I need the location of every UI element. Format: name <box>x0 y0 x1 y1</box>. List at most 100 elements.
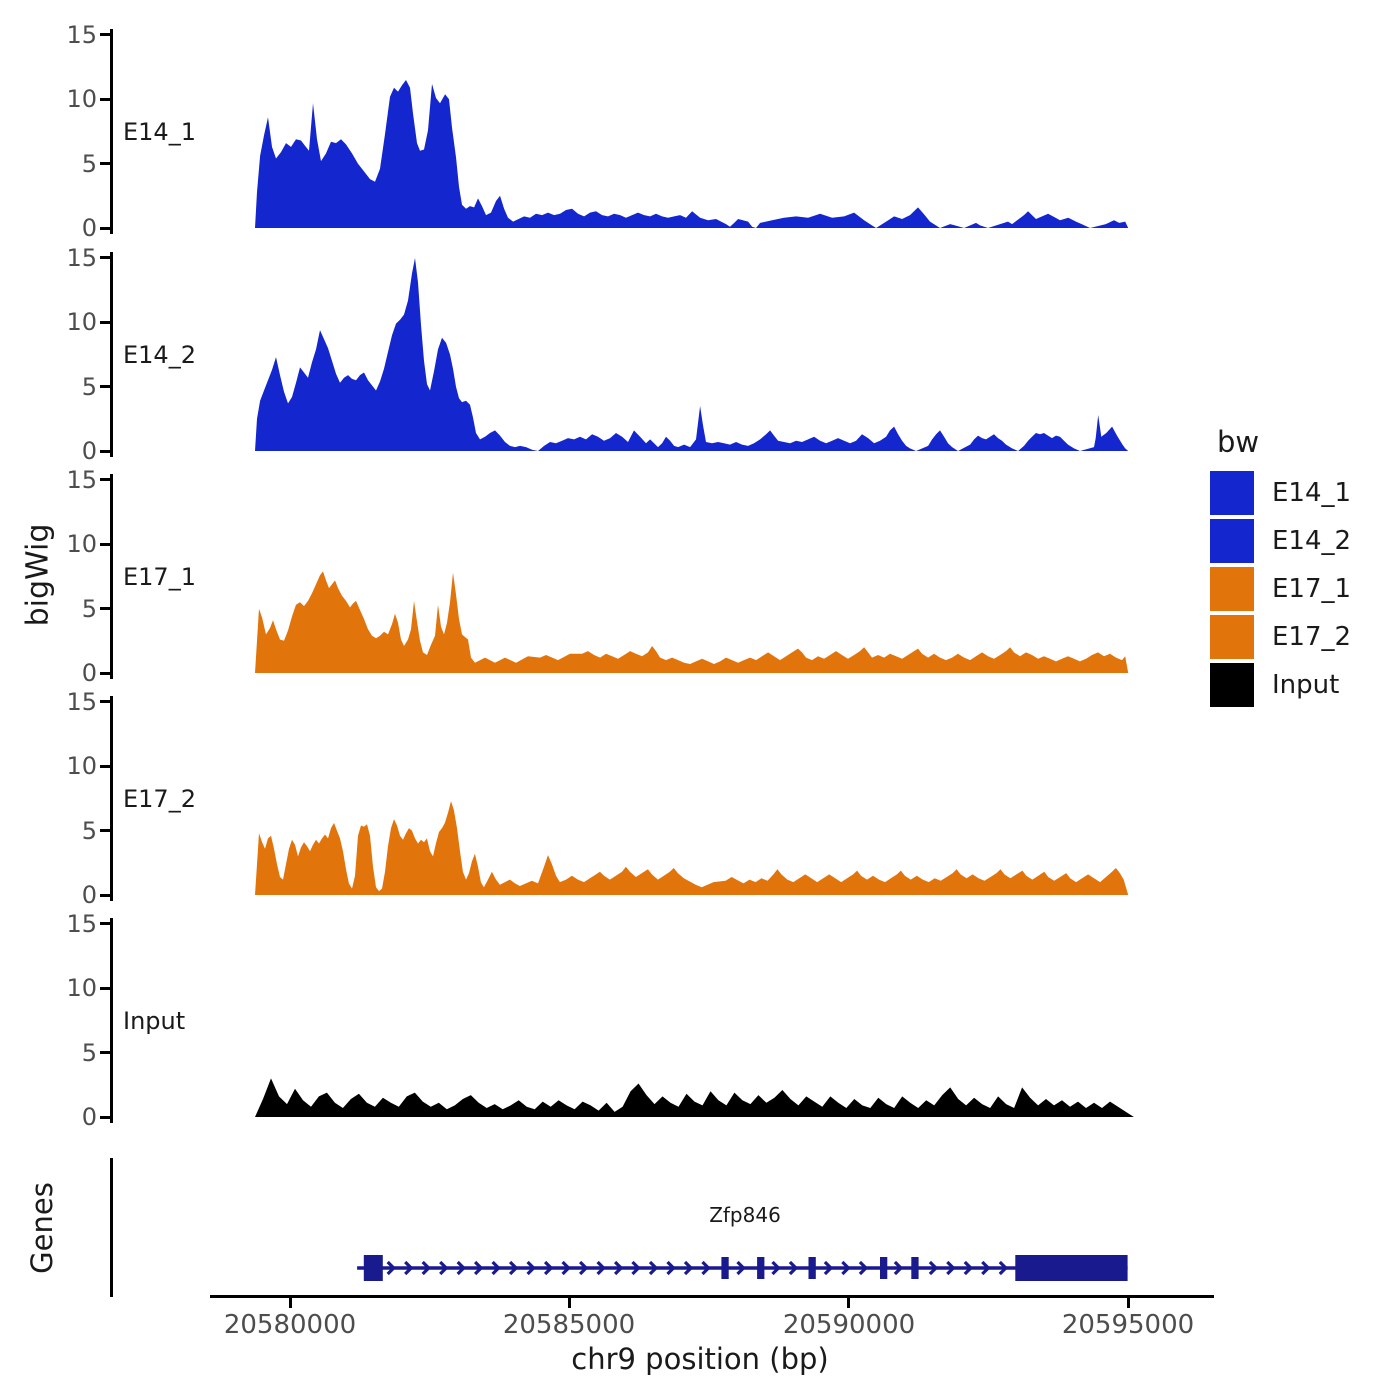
legend-key-swatch <box>1210 471 1254 515</box>
x-tick-mark <box>568 1298 571 1308</box>
y-tick-mark <box>100 449 111 453</box>
legend-item: E14_1 <box>1210 471 1395 515</box>
coverage-area-path <box>255 801 1129 895</box>
strand-chevron-icon <box>421 1260 431 1276</box>
y-tick-label: 5 <box>81 594 97 623</box>
strand-chevron-icon <box>998 1260 1009 1276</box>
legend-title: bw <box>1217 425 1260 459</box>
y-tick-mark <box>100 226 111 230</box>
x-ticks-container: 20580000 20585000 20590000 20595000 <box>0 1290 1400 1360</box>
y-tick-mark <box>100 1051 111 1055</box>
x-tick-label: 20585000 <box>502 1310 636 1340</box>
x-tick-mark <box>289 1298 292 1308</box>
track-area-svg <box>255 801 1129 895</box>
gene-model-svg <box>357 1255 1128 1281</box>
genes-y-axis-line <box>110 1158 113 1297</box>
strand-chevron-icon <box>404 1260 414 1276</box>
y-tick-mark <box>100 764 111 768</box>
y-tick-mark <box>100 607 111 611</box>
genes-panel: Zfp846 <box>0 1150 1400 1310</box>
y-tick-mark <box>100 986 111 990</box>
strand-chevron-icon <box>858 1260 869 1276</box>
legend: bw E14_1 E14_2 E17_1 E17_2 Input <box>1210 425 1395 725</box>
y-tick-label: 0 <box>81 1103 97 1131</box>
y-tick-label: 15 <box>66 687 97 716</box>
legend-items-container: E14_1 E14_2 E17_1 E17_2 Input <box>1210 471 1395 707</box>
strand-chevron-icon <box>788 1260 799 1276</box>
y-tick-mark <box>100 700 111 704</box>
x-axis: 20580000 20585000 20590000 20595000 chr9 po… <box>0 1290 1400 1400</box>
y-tick-mark <box>100 893 111 897</box>
gene-exon <box>721 1257 729 1279</box>
strand-chevron-icon <box>963 1260 974 1276</box>
coverage-tracks-container: 0 5 10 15 E14_1 0 5 10 15 E14_2 0 5 10 15 E17_1 0 5 10 15 E… <box>66 21 1134 1131</box>
strand-chevron-icon <box>981 1260 991 1276</box>
y-tick-label: 5 <box>81 149 97 178</box>
legend-item: E17_1 <box>1210 567 1395 611</box>
strand-chevron-icon <box>946 1260 956 1276</box>
legend-item-label: Input <box>1272 670 1340 700</box>
track-label: E14_1 <box>123 118 196 146</box>
legend-item-label: E14_1 <box>1272 478 1352 508</box>
y-tick-label: 15 <box>66 909 97 938</box>
track-area-svg <box>255 258 1129 451</box>
x-tick-mark <box>1127 1298 1130 1308</box>
track-y-axis-line <box>110 29 113 234</box>
legend-item: E14_2 <box>1210 519 1395 563</box>
y-tick-label: 5 <box>81 816 97 845</box>
y-tick-mark <box>100 829 111 833</box>
y-tick-label: 5 <box>81 372 97 401</box>
strand-chevron-icon <box>631 1260 641 1276</box>
y-tick-mark <box>100 1115 111 1119</box>
y-tick-label: 10 <box>66 308 97 337</box>
track-area-svg <box>255 80 1129 228</box>
legend-key-swatch <box>1210 567 1254 611</box>
strand-chevron-icon <box>473 1260 484 1276</box>
legend-item-label: E17_2 <box>1272 622 1352 652</box>
coverage-area-path <box>255 80 1129 228</box>
y-tick-label: 0 <box>81 659 97 687</box>
y-tick-label: 15 <box>66 243 97 272</box>
coverage-area-path <box>255 258 1129 451</box>
y-tick-mark <box>100 385 111 389</box>
x-tick-label: 20580000 <box>223 1310 357 1340</box>
gene-exon <box>757 1257 765 1279</box>
track-area-svg <box>255 571 1129 673</box>
strand-chevron-icon <box>526 1260 536 1276</box>
track-label: E17_2 <box>123 785 196 813</box>
y-tick-label: 0 <box>81 881 97 909</box>
x-tick-label: 20595000 <box>1061 1310 1195 1340</box>
legend-item: E17_2 <box>1210 615 1395 659</box>
y-tick-label: 5 <box>81 1038 97 1067</box>
strand-chevron-icon <box>596 1260 606 1276</box>
strand-chevron-icon <box>823 1260 834 1276</box>
strand-chevron-icon <box>543 1260 554 1276</box>
gene-exon <box>911 1257 919 1279</box>
gene-name-label: Zfp846 <box>709 1203 781 1227</box>
y-tick-mark <box>100 320 111 324</box>
gene-exon <box>880 1257 888 1279</box>
y-tick-label: 10 <box>66 530 97 559</box>
track-y-axis-line <box>110 918 113 1123</box>
y-tick-label: 10 <box>66 974 97 1003</box>
y-tick-label: 0 <box>81 214 97 242</box>
x-axis-title: chr9 position (bp) <box>571 1342 829 1376</box>
y-tick-mark <box>100 922 111 926</box>
legend-key-swatch <box>1210 519 1254 563</box>
y-tick-label: 10 <box>66 752 97 781</box>
track-y-axis-line <box>110 474 113 679</box>
gene-exon <box>808 1257 816 1279</box>
track-label: Input <box>123 1007 186 1035</box>
strand-chevron-icon <box>578 1260 589 1276</box>
strand-chevron-icon <box>456 1260 466 1276</box>
strand-chevron-icon <box>666 1260 676 1276</box>
strand-chevron-icon <box>648 1260 659 1276</box>
x-axis-line <box>210 1295 1214 1298</box>
y-tick-mark <box>100 97 111 101</box>
legend-item-label: E14_2 <box>1272 526 1352 556</box>
gene-exon <box>1015 1255 1128 1281</box>
legend-key-swatch <box>1210 615 1254 659</box>
strand-chevron-icon <box>683 1260 694 1276</box>
strand-chevron-icon <box>841 1260 851 1276</box>
